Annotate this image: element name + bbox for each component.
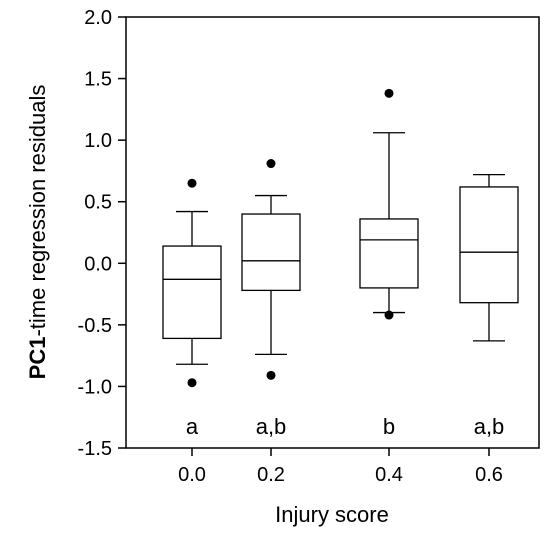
group-letter: a,b — [474, 414, 505, 439]
boxes-group — [162, 88, 519, 388]
y-tick-label: 0.5 — [84, 192, 112, 214]
y-axis: -1.5 -1.0 -0.5 0.0 0.5 1.0 1.5 2.0 — [78, 7, 126, 460]
group-letters: a a,b b a,b — [186, 414, 504, 439]
x-axis-title: Injury score — [275, 502, 389, 527]
outlier-point — [187, 378, 197, 388]
x-tick-label: 0.2 — [257, 464, 285, 486]
outlier-point — [266, 370, 276, 380]
box-iqr — [459, 186, 519, 304]
box-iqr — [162, 245, 222, 340]
y-tick-label: 1.0 — [84, 130, 112, 152]
box-iqr — [359, 218, 419, 289]
y-tick-label: 2.0 — [84, 7, 112, 29]
box-group-0-0 — [162, 178, 222, 388]
y-tick-label: -1.5 — [78, 438, 112, 460]
y-axis-title-bold: PC1 — [25, 337, 50, 380]
x-tick-label: 0.0 — [178, 464, 206, 486]
box-group-0-4 — [359, 88, 419, 320]
group-letter: a,b — [256, 414, 287, 439]
x-tick-label: 0.6 — [475, 464, 503, 486]
x-axis: 0.0 0.2 0.4 0.6 — [178, 448, 503, 486]
outlier-point — [384, 88, 394, 98]
group-letter: b — [383, 414, 395, 439]
box-group-0-6 — [459, 173, 519, 342]
box-iqr — [241, 213, 301, 292]
box-group-0-2 — [241, 159, 301, 380]
outlier-point — [187, 178, 197, 188]
y-tick-label: 1.5 — [84, 69, 112, 91]
outlier-point — [266, 159, 276, 169]
y-tick-label: 0.0 — [84, 253, 112, 275]
group-letter: a — [186, 414, 199, 439]
y-tick-label: -1.0 — [78, 376, 112, 398]
y-axis-title: PC1-time regression residuals — [25, 85, 50, 380]
x-tick-label: 0.4 — [375, 464, 403, 486]
outlier-point — [384, 310, 394, 320]
y-tick-label: -0.5 — [78, 315, 112, 337]
y-axis-title-rest: -time regression residuals — [25, 85, 50, 337]
plot-frame — [125, 16, 540, 449]
